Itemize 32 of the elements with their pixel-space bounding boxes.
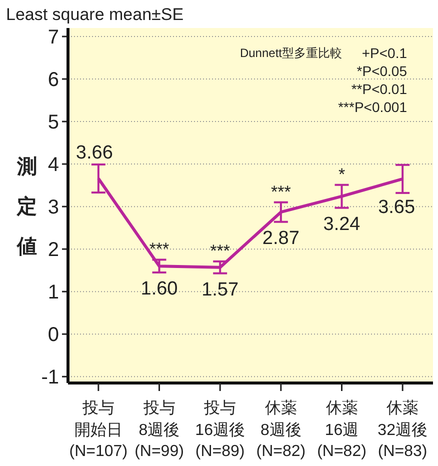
- data-label: 3.24: [323, 214, 361, 235]
- y-tick-label: 7: [48, 26, 59, 49]
- y-tick-label: 5: [48, 112, 59, 134]
- y-tick-label: -1: [41, 366, 59, 389]
- x-tick-label: 休薬16週(N=82): [317, 399, 366, 460]
- annotation: ***: [210, 241, 230, 260]
- annotation: Dunnett型多重比較: [240, 46, 342, 60]
- annotation: **P<0.01: [351, 81, 408, 97]
- y-tick-label: 6: [48, 69, 59, 92]
- annotation: ***: [270, 182, 292, 202]
- x-tick-label: 休薬32週後(N=83): [378, 399, 428, 460]
- annotation: ***P<0.001: [338, 99, 408, 115]
- x-tick-label: 投与16週後(N=89): [195, 399, 245, 460]
- y-axis-title: 測定値: [16, 156, 37, 258]
- annotation: +P<0.1: [362, 45, 408, 61]
- y-tick-label: 4: [48, 154, 59, 176]
- chart-title: Least square mean±SE: [6, 5, 184, 24]
- annotation: *P<0.05: [356, 63, 408, 79]
- x-tick-label: 投与8週後(N=99): [134, 399, 184, 460]
- data-label: 1.57: [202, 279, 239, 300]
- annotation: ***: [149, 240, 170, 259]
- data-label: 2.87: [262, 228, 300, 249]
- data-label: 3.65: [378, 196, 416, 218]
- y-tick-label: 0: [48, 324, 59, 346]
- x-tick-label: 投与開始日(N=107): [69, 399, 128, 460]
- y-tick-label: 2: [48, 239, 59, 262]
- data-label: 3.66: [76, 142, 113, 164]
- y-tick-label: 1: [48, 282, 59, 304]
- data-label: 1.60: [140, 278, 178, 300]
- x-tick-label: 休薬8週後(N=82): [256, 399, 306, 460]
- y-tick-label: 3: [48, 196, 59, 219]
- annotation: *: [338, 164, 346, 184]
